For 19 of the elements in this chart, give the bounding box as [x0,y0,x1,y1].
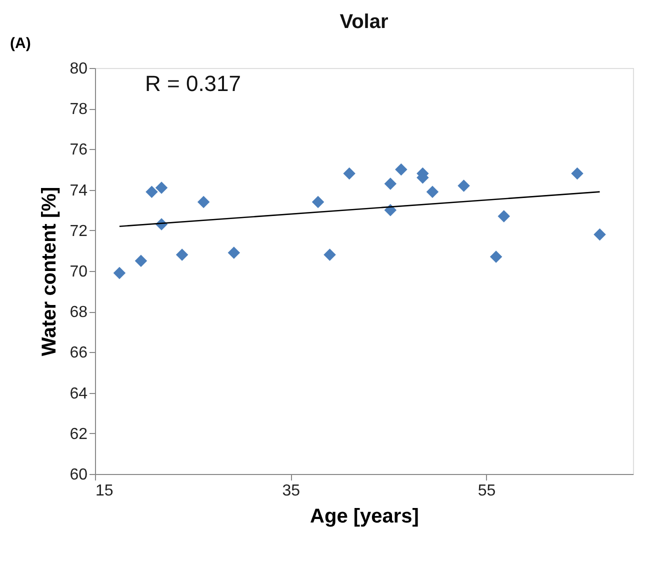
y-tick-label: 70 [70,264,88,280]
x-tick-label: 15 [96,482,114,500]
annotation: R = 0.317 [145,71,242,96]
y-tick-label: 78 [70,101,88,118]
x-tick-label: 35 [282,482,300,500]
y-tick-label: 62 [70,426,88,443]
chart-title: Volar [340,11,388,33]
y-tick-label: 60 [70,466,88,484]
x-tick-label: 55 [478,482,496,500]
x-axis-title: Age [years] [310,506,419,528]
y-tick-label: 76 [70,142,88,159]
y-axis-title: Water content [%] [38,186,61,356]
y-tick-label: 72 [70,222,88,240]
y-tick-label: 68 [70,304,88,322]
y-tick-label: 66 [70,344,88,362]
chart-subtitle: (A) [10,35,31,52]
y-tick-label: 74 [70,182,88,200]
y-tick-label: 80 [70,60,88,78]
y-tick-label: 64 [70,385,88,402]
